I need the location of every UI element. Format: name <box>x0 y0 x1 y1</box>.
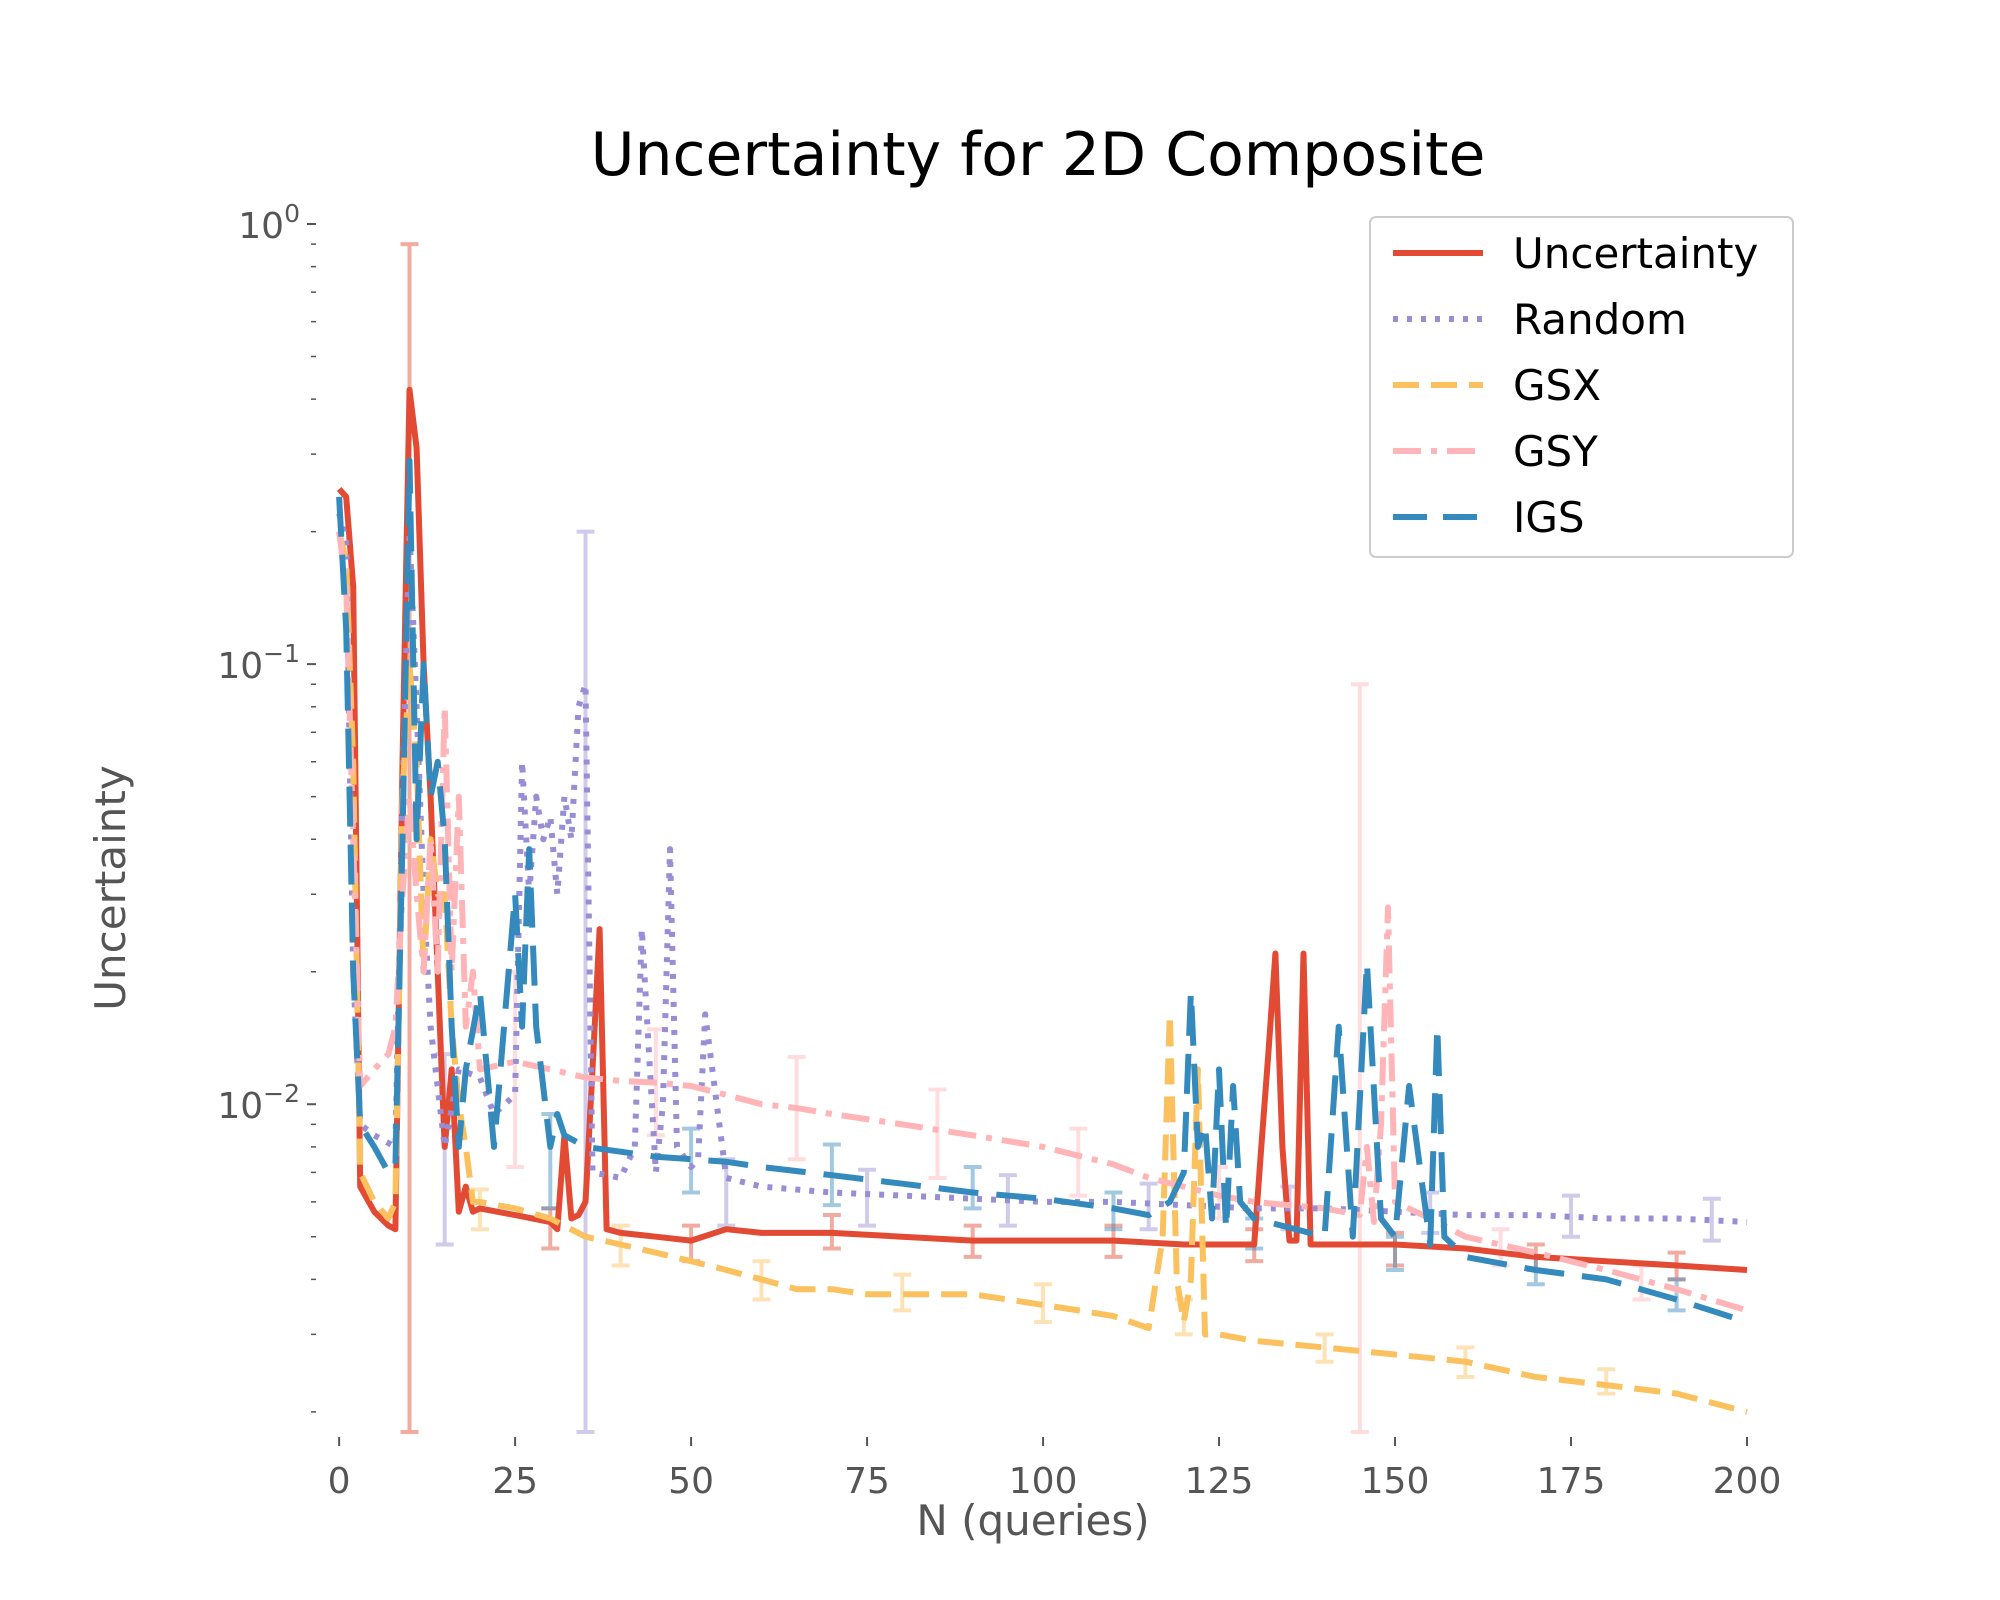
y-tick-label: 100 <box>238 199 300 247</box>
gsx-errorbar <box>893 1272 912 1313</box>
legend-label-random: Random <box>1513 295 1687 344</box>
x-tick-label: 100 <box>1009 1461 1078 1502</box>
x-tick-label: 50 <box>668 1461 714 1502</box>
random-errorbar <box>1562 1193 1581 1239</box>
y-tick-exponent: 0 <box>284 199 300 228</box>
random-errorbar <box>1702 1196 1721 1243</box>
y-tick-label: 10−2 <box>217 1079 300 1127</box>
igs-errorbar <box>1667 1277 1686 1313</box>
igs-series-line <box>336 457 1748 1325</box>
y-tick-base: 10 <box>217 646 263 687</box>
legend-label-uncertainty: Uncertainty <box>1513 229 1758 278</box>
gsy-errorbar <box>1069 1126 1088 1198</box>
y-tick-exponent: −2 <box>263 1079 300 1108</box>
x-tick-label: 25 <box>492 1461 538 1502</box>
gsx-errorbar <box>1315 1332 1334 1364</box>
x-tick-label: 125 <box>1185 1461 1254 1502</box>
random-errorbar <box>858 1167 877 1228</box>
gsy-errorbar <box>1632 1263 1651 1302</box>
legend-box <box>1369 216 1794 558</box>
x-axis-label: N (queries) <box>916 1496 1149 1545</box>
legend: Uncertainty Random GSX GSY IGS <box>1369 216 1794 558</box>
y-tick-exponent: −1 <box>263 639 300 668</box>
gsx-errorbar <box>1034 1282 1053 1325</box>
y-tick-base: 10 <box>217 1086 263 1127</box>
y-axis-label: Uncertainty <box>86 765 135 1010</box>
x-axis-ticks: 0 25 50 75 100 125 150 175 200 <box>328 1437 1782 1502</box>
y-tick-base: 10 <box>238 206 284 247</box>
x-tick-label: 75 <box>844 1461 890 1502</box>
y-tick-label: 10−1 <box>217 639 300 687</box>
gsx-errorbar <box>1597 1367 1616 1396</box>
gsy-series-line <box>336 531 1748 1314</box>
x-tick-label: 0 <box>328 1461 351 1502</box>
random-errorbar <box>717 1157 736 1228</box>
legend-label-gsx: GSX <box>1513 361 1601 410</box>
x-tick-label: 175 <box>1537 1461 1606 1502</box>
uncertainty-series-line <box>336 386 1748 1273</box>
plot-area <box>336 242 1748 1434</box>
legend-label-igs: IGS <box>1513 493 1585 542</box>
chart-title: Uncertainty for 2D Composite <box>591 120 1486 190</box>
random-errorbar <box>576 529 595 1434</box>
gsy-errorbar <box>928 1087 947 1180</box>
x-tick-label: 200 <box>1713 1461 1782 1502</box>
x-tick-label: 150 <box>1361 1461 1430 1502</box>
igs-errorbar <box>963 1165 982 1211</box>
legend-label-gsy: GSY <box>1513 427 1598 476</box>
